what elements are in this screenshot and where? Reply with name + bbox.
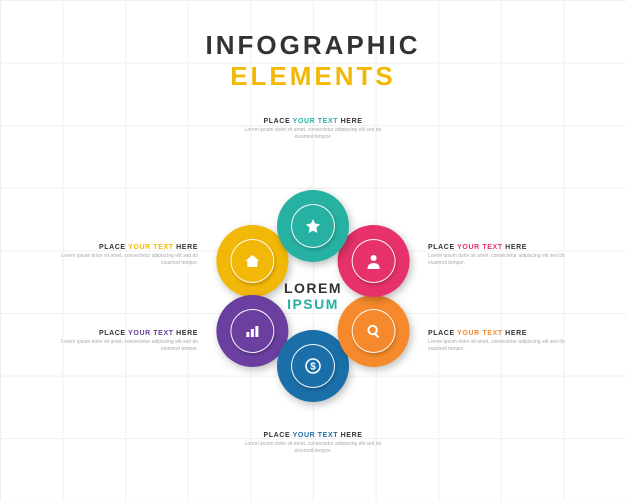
heading-line-2: ELEMENTS <box>0 61 626 92</box>
callout-title: PLACE YOUR TEXT HERE <box>238 118 388 125</box>
callout-body: Lorem ipsum dolor sit amet, consectetur … <box>428 339 578 353</box>
callout-title-pre: PLACE <box>99 330 128 337</box>
star-icon <box>305 218 321 234</box>
page-heading: INFOGRAPHIC ELEMENTS <box>0 30 626 92</box>
callout-body: Lorem ipsum dolor sit amet, consectetur … <box>238 127 388 141</box>
callout-title-highlight: YOUR TEXT <box>293 432 338 439</box>
callout-title: PLACE YOUR TEXT HERE <box>428 330 578 337</box>
callout: PLACE YOUR TEXT HERE Lorem ipsum dolor si… <box>428 330 578 353</box>
callout-title: PLACE YOUR TEXT HERE <box>48 330 198 337</box>
callout-title-post: HERE <box>503 244 527 251</box>
callout-body: Lorem ipsum dolor sit amet, consectetur … <box>428 253 578 267</box>
center-line-1: LOREM <box>284 280 342 296</box>
cycle-node <box>277 190 349 262</box>
callout-title-pre: PLACE <box>428 244 457 251</box>
cycle-node-disc <box>291 204 335 248</box>
callout: PLACE YOUR TEXT HERE Lorem ipsum dolor si… <box>238 432 388 455</box>
callout-title-post: HERE <box>338 432 362 439</box>
callout-title-post: HERE <box>503 330 527 337</box>
callout-body: Lorem ipsum dolor sit amet, consectetur … <box>48 253 198 267</box>
callout-title-highlight: YOUR TEXT <box>293 118 338 125</box>
callout: PLACE YOUR TEXT HERE Lorem ipsum dolor si… <box>48 330 198 353</box>
callout-title-pre: PLACE <box>428 330 457 337</box>
callout-title-highlight: YOUR TEXT <box>128 244 173 251</box>
callout-title-pre: PLACE <box>99 244 128 251</box>
center-line-2: IPSUM <box>284 296 342 312</box>
callout-title-post: HERE <box>338 118 362 125</box>
callout-title-post: HERE <box>174 330 198 337</box>
heading-line-1: INFOGRAPHIC <box>0 30 626 61</box>
callout-title-post: HERE <box>174 244 198 251</box>
callout-title-highlight: YOUR TEXT <box>457 330 502 337</box>
callout-body: Lorem ipsum dolor sit amet, consectetur … <box>48 339 198 353</box>
diagram-center-label: LOREM IPSUM <box>284 280 342 312</box>
callout-title-highlight: YOUR TEXT <box>128 330 173 337</box>
callout: PLACE YOUR TEXT HERE Lorem ipsum dolor si… <box>428 244 578 267</box>
callout-title-highlight: YOUR TEXT <box>457 244 502 251</box>
callout: PLACE YOUR TEXT HERE Lorem ipsum dolor si… <box>238 118 388 141</box>
callout-title: PLACE YOUR TEXT HERE <box>238 432 388 439</box>
callout-title-pre: PLACE <box>263 432 292 439</box>
radial-cycle-diagram: LOREM IPSUM <box>203 186 423 406</box>
callout-title: PLACE YOUR TEXT HERE <box>48 244 198 251</box>
callout-body: Lorem ipsum dolor sit amet, consectetur … <box>238 441 388 455</box>
callout-title: PLACE YOUR TEXT HERE <box>428 244 578 251</box>
callout: PLACE YOUR TEXT HERE Lorem ipsum dolor si… <box>48 244 198 267</box>
callout-title-pre: PLACE <box>263 118 292 125</box>
